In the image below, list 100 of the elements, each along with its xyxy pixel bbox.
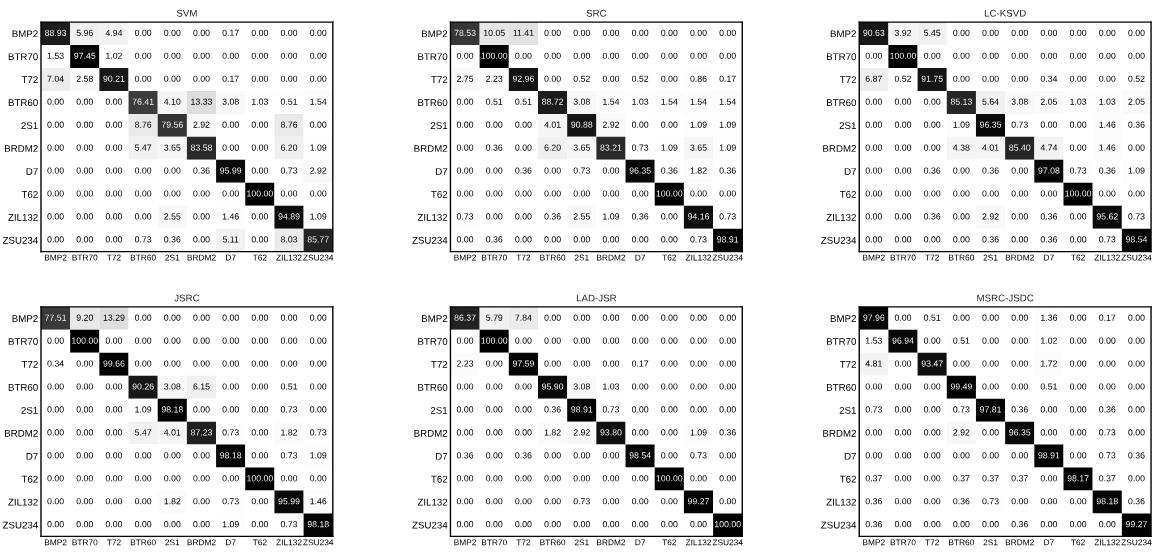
data-label: 0.00 [573,52,590,59]
x-tick-label: T72 [925,254,939,261]
data-label: 100.00 [714,521,741,528]
y-tick-label: 2S1 [839,406,856,414]
data-label: 92.96 [512,75,534,82]
data-label: 98.18 [307,521,329,528]
data-label: 0.00 [719,452,736,459]
y-tick-label: BTR70 [418,338,448,345]
data-label: 0.00 [1069,213,1087,220]
data-label: 2.58 [76,75,93,82]
data-label: 0.00 [456,190,474,197]
y-tick-label: 2S1 [21,406,38,414]
chart-title: LC-KSVD [984,9,1026,17]
data-label: 0.00 [661,406,678,413]
data-label: 0.00 [544,190,561,197]
x-tick-label: T62 [1071,539,1085,546]
chart-title: SVM [176,9,197,17]
data-label: 0.00 [982,521,999,528]
x-tick-label: ZIL132 [685,539,712,546]
data-label: 0.73 [280,521,298,528]
data-label: 0.00 [280,75,298,82]
data-label: 95.99 [220,167,242,174]
x-tick-label: BRDM2 [597,254,626,261]
data-label: 0.00 [76,360,93,367]
data-label: 0.00 [924,98,941,105]
data-label: 0.00 [76,452,93,459]
data-label: 0.00 [1069,144,1087,151]
data-label: 0.00 [1011,360,1028,367]
data-label: 13.29 [103,314,125,321]
data-label: 0.00 [982,29,999,36]
data-label: 2.92 [953,429,970,436]
data-label: 95.99 [278,498,300,505]
data-label: 0.00 [310,406,327,413]
data-label: 0.00 [193,406,210,413]
data-label: 0.00 [894,406,912,413]
x-tick-label: BRDM2 [187,254,216,261]
data-label: 0.73 [1099,429,1116,436]
y-tick-label: BMP2 [422,30,448,38]
data-label: 0.00 [1128,29,1145,36]
x-tick-label: D7 [1044,539,1054,546]
data-label: 8.03 [280,236,298,243]
x-tick-label: T72 [516,254,531,261]
data-label: 0.00 [865,429,882,436]
data-label: 0.00 [953,360,970,367]
data-label: 0.00 [544,475,561,482]
data-label: 0.00 [1069,383,1087,390]
data-label: 1.03 [603,383,620,390]
data-label: 0.00 [164,337,181,344]
x-tick-label: BTR60 [540,539,566,546]
data-label: 1.82 [164,498,181,505]
data-label: 0.36 [193,167,210,174]
data-label: 0.00 [894,98,912,105]
data-label: 0.00 [164,29,181,36]
data-label: 0.00 [222,121,239,128]
data-label: 2.55 [164,213,181,220]
data-label: 98.54 [629,452,651,459]
data-label: 0.00 [1069,314,1087,321]
data-label: 0.00 [251,498,269,505]
chart-title: MSRC-JSDC [977,294,1034,302]
data-label: 0.00 [1099,75,1116,82]
x-tick-label: T62 [662,539,677,546]
data-label: 0.37 [1011,475,1028,482]
data-label: 0.00 [1128,383,1145,390]
data-label: 5.11 [222,236,239,243]
data-label: 0.00 [690,190,707,197]
x-tick-label: BRDM2 [597,539,626,546]
data-label: 0.00 [251,383,269,390]
data-label: 0.00 [894,213,912,220]
data-label: 0.00 [1128,190,1145,197]
x-tick-label: 2S1 [983,254,998,261]
x-tick-label: 2S1 [574,254,589,261]
data-label: 0.00 [894,121,912,128]
data-label: 0.00 [456,144,474,151]
x-tick-label: BRDM2 [187,539,216,546]
data-label: 0.00 [865,236,882,243]
data-label: 0.00 [573,190,590,197]
data-label: 98.17 [1067,475,1089,482]
data-label: 0.00 [953,190,970,197]
data-label: 0.00 [631,121,649,128]
data-label: 0.00 [1011,75,1028,82]
data-label: 0.00 [661,29,678,36]
data-label: 100.00 [1065,190,1092,197]
data-label: 2.92 [193,121,210,128]
data-label: 0.00 [105,98,123,105]
data-label: 0.00 [1040,190,1058,197]
data-label: 0.00 [105,521,123,528]
y-tick-label: BRDM2 [414,429,448,437]
data-label: 0.00 [573,452,590,459]
data-label: 0.73 [953,406,970,413]
data-label: 0.36 [982,167,999,174]
data-label: 1.09 [310,452,327,459]
y-tick-label: ZIL132 [8,498,38,506]
data-label: 0.00 [661,121,678,128]
y-tick-label: ZIL132 [8,213,38,221]
data-label: 0.00 [544,498,561,505]
data-label: 1.54 [690,98,707,105]
data-label: 0.00 [661,429,678,436]
data-label: 0.00 [865,213,882,220]
data-label: 13.33 [191,98,213,105]
data-label: 0.36 [164,236,181,243]
